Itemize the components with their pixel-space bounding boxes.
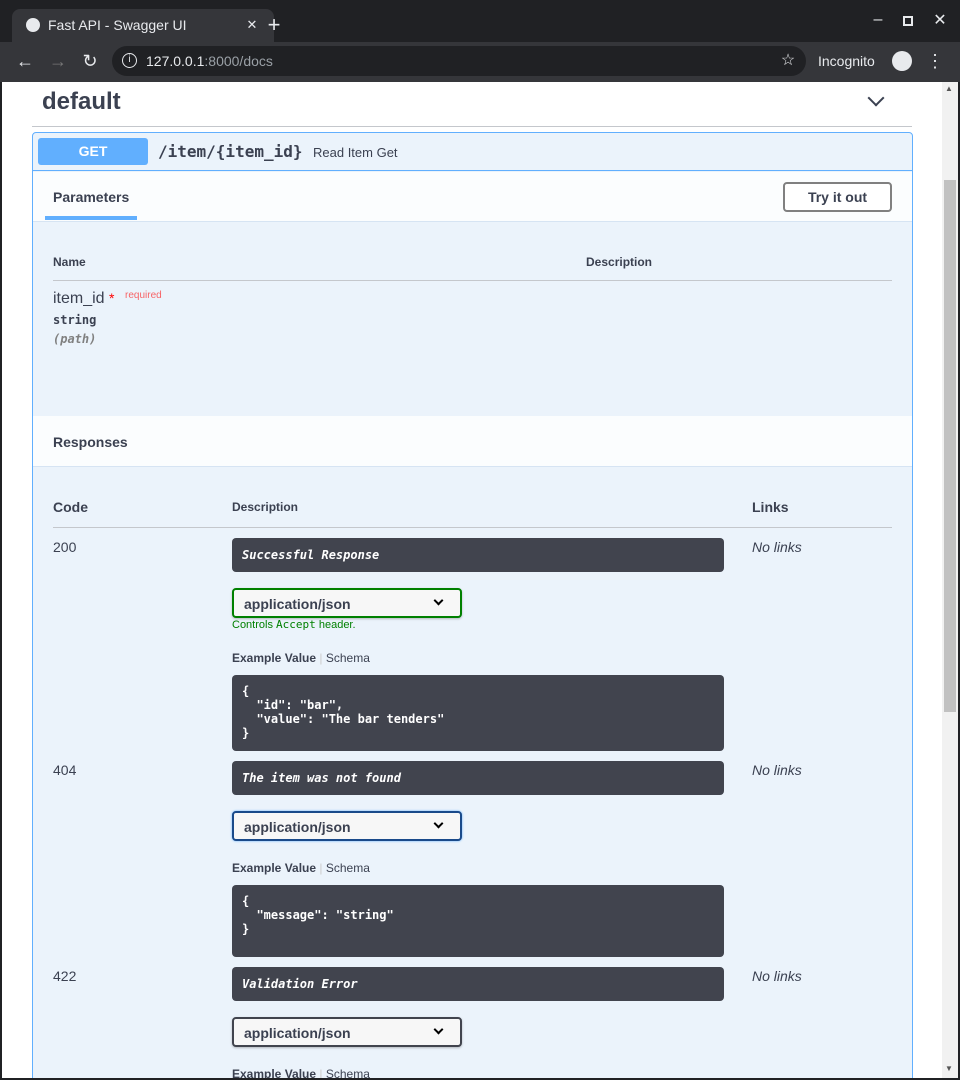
close-tab-icon[interactable]: ✕: [246, 17, 258, 32]
chevron-down-icon[interactable]: [867, 89, 885, 107]
parameters-header: [33, 172, 912, 222]
response-links: No links: [752, 968, 802, 984]
minimize-icon[interactable]: –: [873, 11, 883, 28]
scroll-up-icon[interactable]: ▲: [945, 84, 953, 93]
media-type-select[interactable]: application/json: [232, 811, 462, 841]
try-it-out-button[interactable]: Try it out: [783, 182, 892, 212]
schema-tab[interactable]: Schema: [325, 651, 370, 665]
response-links: No links: [752, 762, 802, 778]
controls-code: Accept: [276, 618, 316, 631]
example-value-tab[interactable]: Example Value: [232, 1067, 317, 1078]
required-label: required: [125, 290, 162, 301]
response-code: 404: [53, 762, 77, 778]
address-bar[interactable]: i 127.0.0.1:8000/docs ☆: [112, 46, 806, 76]
url-path: :8000/docs: [204, 53, 273, 69]
method-badge: GET: [38, 138, 148, 165]
param-in: (path): [53, 332, 97, 346]
controls-tail: header.: [318, 619, 356, 631]
page-content: default GET /item/{item_id} Read Item Ge…: [2, 82, 942, 1078]
schema-tab[interactable]: Schema: [325, 1067, 370, 1078]
chevron-down-icon: [433, 818, 444, 829]
resp-header-code: Code: [53, 499, 88, 515]
param-header-description: Description: [586, 255, 653, 269]
reload-icon[interactable]: ↻: [82, 51, 98, 71]
example-value-tab[interactable]: Example Value: [232, 651, 317, 665]
favicon-icon: [26, 18, 40, 32]
operation-summary-text: Read Item Get: [313, 145, 398, 160]
example-value-code: { "id": "bar", "value": "The bar tenders…: [232, 675, 724, 751]
controls-text: Controls: [232, 619, 273, 631]
back-icon[interactable]: ←: [16, 51, 34, 71]
incognito-icon[interactable]: [892, 51, 912, 71]
example-value-code: { "message": "string" }: [232, 885, 724, 957]
resp-header-links: Links: [752, 499, 789, 515]
incognito-label: Incognito: [818, 53, 875, 69]
menu-icon[interactable]: ⋮: [926, 51, 944, 71]
divider: [53, 280, 892, 281]
chevron-down-icon: [433, 1024, 444, 1035]
media-type-value: application/json: [244, 1025, 351, 1041]
param-header-name: Name: [53, 255, 86, 269]
response-links: No links: [752, 539, 802, 555]
resp-header-description: Description: [232, 500, 299, 514]
responses-title: Responses: [53, 434, 128, 450]
operation-path: /item/{item_id}: [158, 142, 303, 161]
schema-tab[interactable]: Schema: [325, 861, 370, 875]
tab-parameters[interactable]: Parameters: [53, 189, 130, 205]
response-description: Successful Response: [232, 538, 724, 572]
info-icon: i: [122, 53, 137, 68]
response-code: 422: [53, 968, 77, 984]
response-description: Validation Error: [232, 967, 724, 1001]
forward-icon[interactable]: →: [49, 51, 67, 71]
browser-tab[interactable]: Fast API - Swagger UI ✕: [12, 9, 274, 42]
close-window-icon[interactable]: ✕: [933, 12, 947, 29]
tab-title: Fast API - Swagger UI: [48, 17, 187, 33]
url-host: 127.0.0.1: [146, 53, 205, 69]
divider: [53, 527, 892, 528]
response-code: 200: [53, 539, 77, 555]
responses-header: [33, 416, 912, 467]
media-type-value: application/json: [244, 819, 351, 835]
response-description: The item was not found: [232, 761, 724, 795]
maximize-icon[interactable]: [903, 16, 913, 26]
param-type: string: [53, 313, 97, 327]
required-star: *: [109, 290, 115, 306]
scrollbar-thumb[interactable]: [944, 180, 956, 712]
bookmark-star-icon[interactable]: ☆: [780, 52, 796, 69]
media-type-select[interactable]: application/json: [232, 1017, 462, 1047]
new-tab-icon[interactable]: +: [267, 12, 281, 37]
scroll-down-icon[interactable]: ▼: [945, 1064, 953, 1073]
divider: [32, 126, 912, 127]
tab-active-underline: [45, 216, 137, 220]
media-type-value: application/json: [244, 596, 351, 612]
chevron-down-icon: [433, 595, 444, 606]
param-name: item_id: [53, 290, 105, 307]
section-title[interactable]: default: [42, 88, 121, 115]
media-type-select[interactable]: application/json: [232, 588, 462, 618]
example-value-tab[interactable]: Example Value: [232, 861, 317, 875]
operation-summary[interactable]: [33, 133, 912, 171]
